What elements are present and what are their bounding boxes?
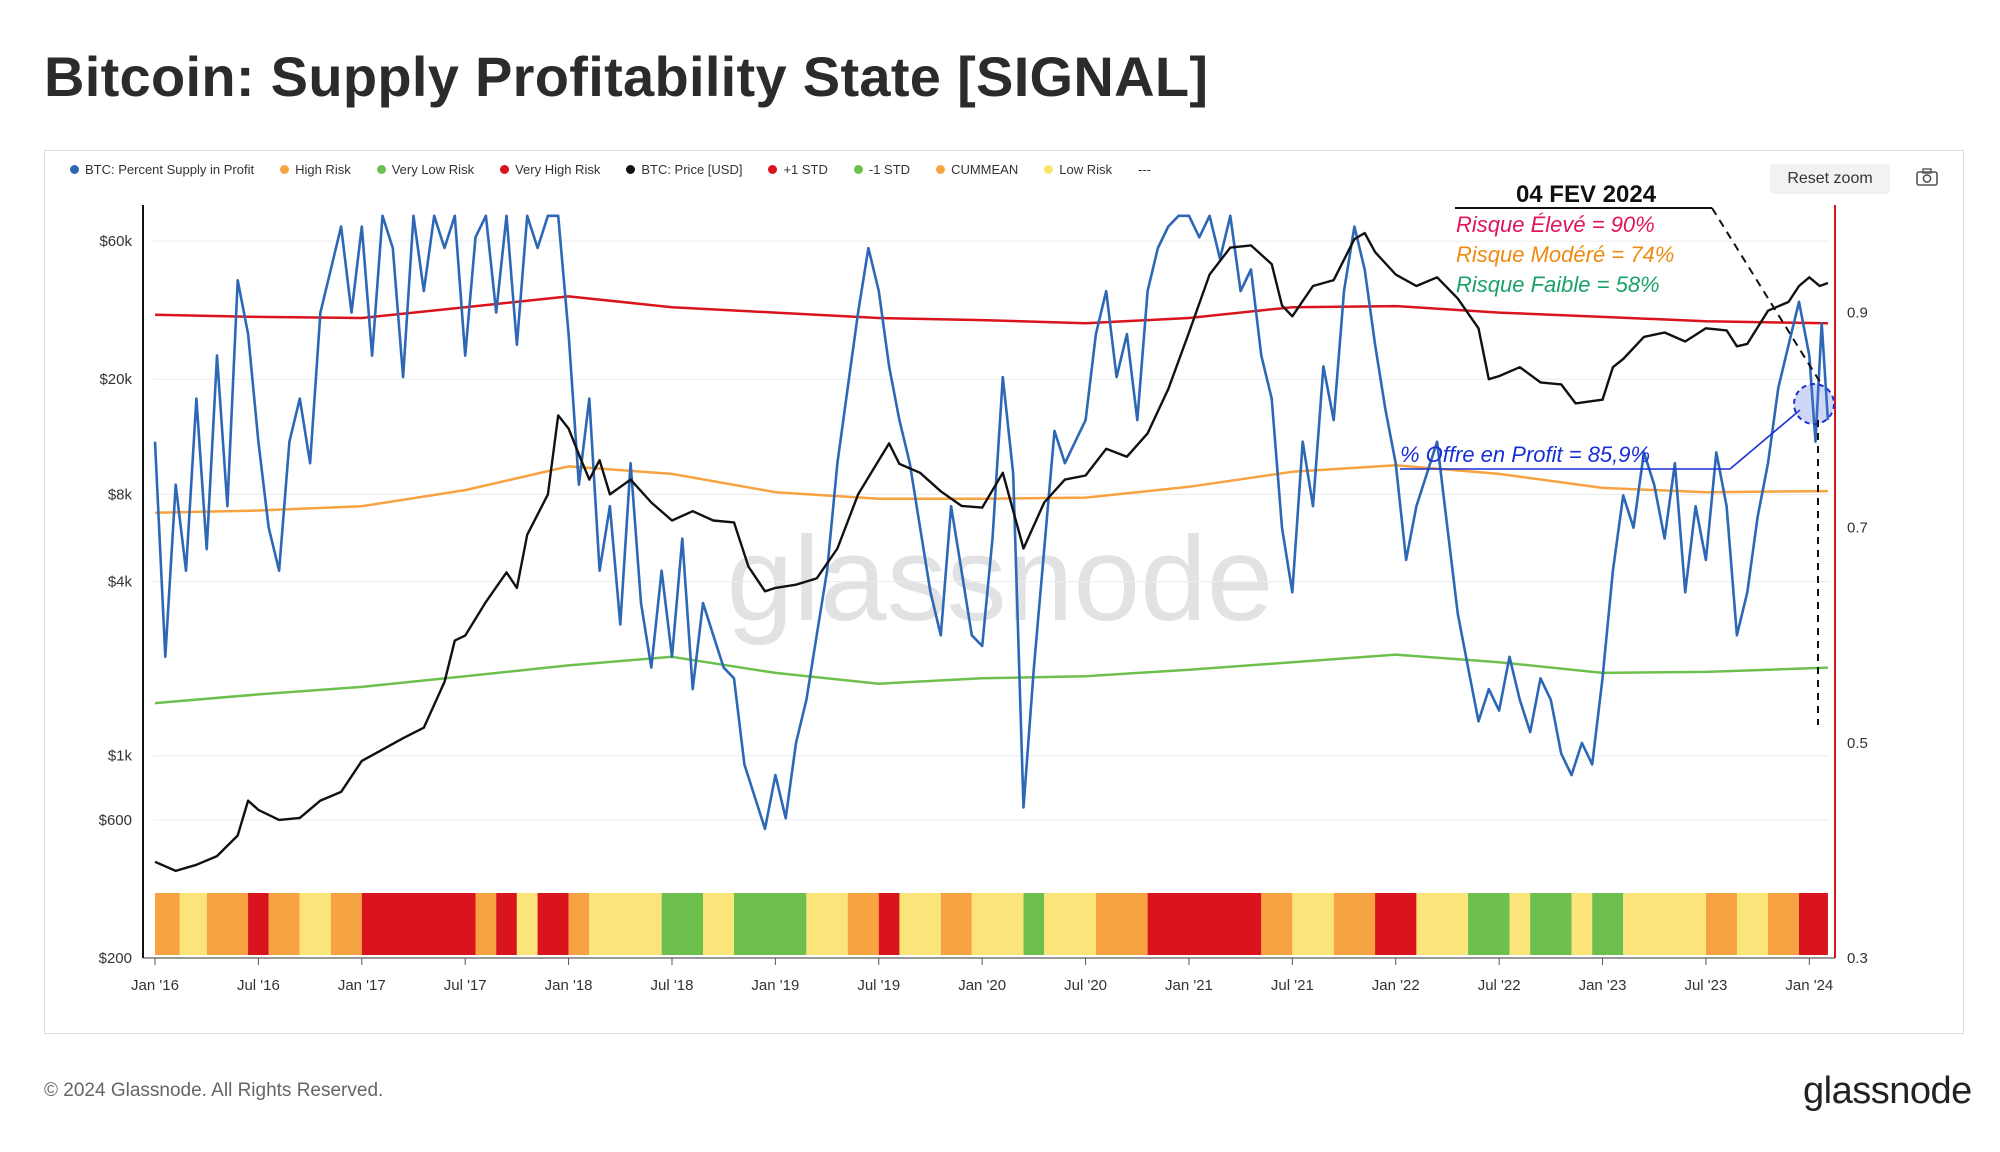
legend-item[interactable]: BTC: Percent Supply in Profit [70, 162, 254, 177]
legend-item[interactable]: --- [1138, 162, 1151, 177]
legend-label: Very High Risk [515, 162, 601, 177]
legend-item[interactable]: -1 STD [853, 162, 911, 177]
camera-icon[interactable] [1916, 168, 1938, 186]
legend-label: +1 STD [783, 162, 828, 177]
legend-item[interactable]: Very Low Risk [376, 162, 475, 177]
page-title: Bitcoin: Supply Profitability State [SIG… [44, 45, 1209, 108]
reset-zoom-button[interactable]: Reset zoom [1770, 164, 1890, 194]
legend-label: CUMMEAN [951, 162, 1019, 177]
footer-brand-logo: glassnode [1803, 1070, 1972, 1112]
legend-item[interactable]: +1 STD [768, 162, 828, 177]
legend-marker [376, 165, 386, 174]
legend-marker [280, 165, 290, 174]
legend-label: Low Risk [1059, 162, 1112, 177]
legend-marker [70, 165, 79, 174]
legend-label: High Risk [295, 162, 351, 177]
footer-copyright: © 2024 Glassnode. All Rights Reserved. [44, 1080, 384, 1101]
legend-marker [768, 165, 778, 174]
legend-item[interactable]: High Risk [280, 162, 351, 177]
legend: BTC: Percent Supply in Profit High Risk Ve… [70, 162, 1151, 177]
legend-label: -1 STD [868, 162, 911, 177]
legend-label: Very Low Risk [391, 162, 475, 177]
legend-marker [500, 165, 510, 174]
legend-label: BTC: Price [USD] [641, 162, 743, 177]
legend-marker [1044, 165, 1054, 174]
legend-marker [626, 165, 636, 174]
legend-label: --- [1137, 162, 1151, 177]
legend-item[interactable]: Very High Risk [500, 162, 600, 177]
legend-item[interactable]: Low Risk [1044, 162, 1112, 177]
legend-label: BTC: Percent Supply in Profit [85, 162, 255, 177]
chart-frame [44, 150, 1964, 1034]
legend-marker [853, 165, 863, 174]
legend-item[interactable]: CUMMEAN [936, 162, 1018, 177]
legend-marker [936, 165, 946, 174]
legend-item[interactable]: BTC: Price [USD] [626, 162, 742, 177]
